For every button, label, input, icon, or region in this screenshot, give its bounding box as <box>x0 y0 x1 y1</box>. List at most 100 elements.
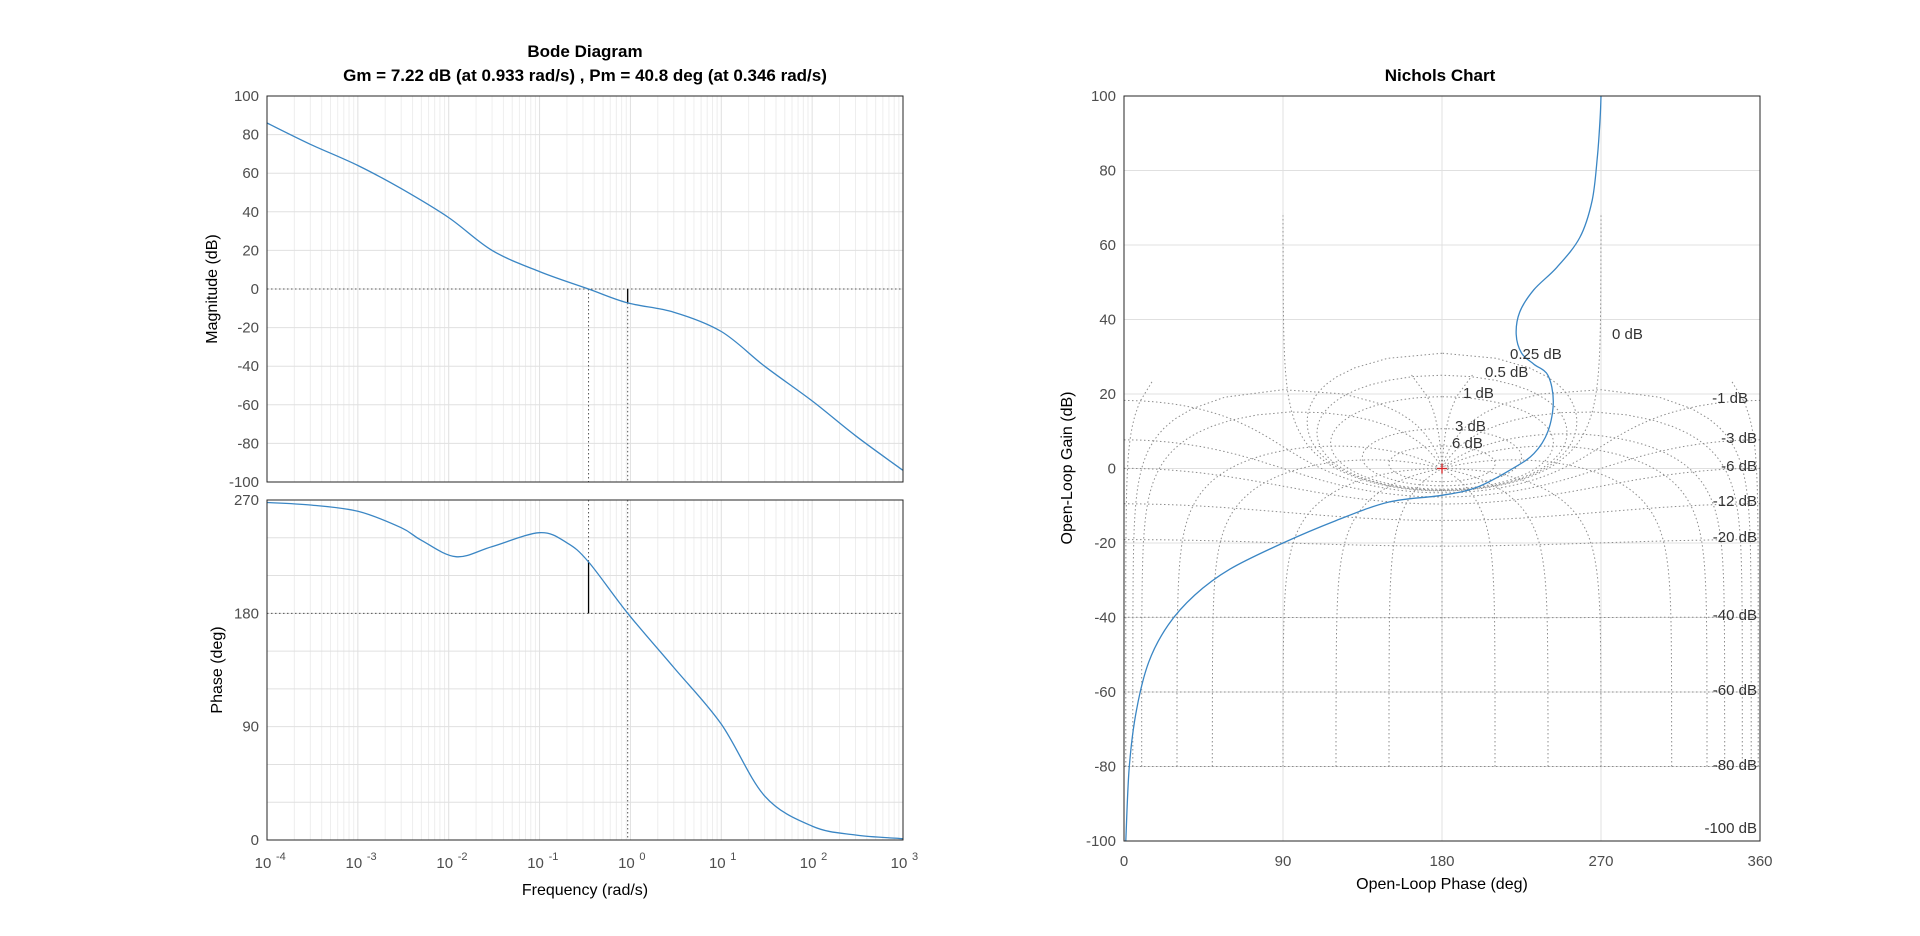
closed-loop-phase-contour <box>1447 468 1602 767</box>
nichols-xlabel: Open-Loop Phase (deg) <box>1356 876 1528 893</box>
nichols-y-tick-label: 80 <box>1099 163 1116 180</box>
bode-title: Bode Diagram <box>527 42 642 61</box>
nichols-y-tick-label: -20 <box>1094 535 1116 552</box>
nichols-x-tick-label: 0 <box>1120 853 1128 870</box>
bode-subtitle: Gm = 7.22 dB (at 0.933 rad/s) , Pm = 40.… <box>343 66 827 85</box>
frequency-tick-label: 10 <box>800 855 817 872</box>
nichols-y-ticks: 100 80 60 40 20 0 -20 -40 -60 -80 -100 <box>1086 88 1116 850</box>
magnitude-margin-markers <box>267 288 903 482</box>
bode-magnitude-axes: 100 80 60 40 20 0 -20 -40 -60 -80 -100 Magnitude (… <box>204 88 904 491</box>
nichols-grid-label: 0.25 dB <box>1510 346 1562 363</box>
magnitude-tick-label: -100 <box>229 474 259 491</box>
magnitude-tick-label: 100 <box>234 88 259 105</box>
frequency-tick-label: 10 <box>436 855 453 872</box>
nichols-y-tick-label: -80 <box>1094 759 1116 776</box>
nichols-grid-label: -40 dB <box>1713 607 1757 624</box>
frequency-tick-exponent: -4 <box>276 851 286 863</box>
magnitude-tick-label: -20 <box>237 320 259 337</box>
critical-point-marker <box>1437 463 1447 474</box>
magnitude-grid <box>266 95 904 483</box>
nichols-grid-label: -20 dB <box>1713 529 1757 546</box>
magnitude-y-ticks: 100 80 60 40 20 0 -20 -40 -60 -80 -100 <box>229 88 259 491</box>
magnitude-tick-label: -80 <box>237 435 259 452</box>
nichols-x-ticks: 0 90 180 270 360 <box>1120 853 1773 870</box>
nichols-y-tick-label: -40 <box>1094 610 1116 627</box>
closed-loop-phase-contour <box>1282 468 1437 767</box>
nichols-y-tick-label: 100 <box>1091 88 1116 105</box>
closed-loop-magnitude-contour <box>1124 616 1760 619</box>
phase-ylabel: Phase (deg) <box>209 626 226 713</box>
magnitude-ylabel: Magnitude (dB) <box>204 234 221 343</box>
nichols-grid-label: -1 dB <box>1712 390 1748 407</box>
magnitude-tick-label: 80 <box>242 127 259 144</box>
nichols-y-tick-label: 0 <box>1108 461 1116 478</box>
nichols-grid-label: 1 dB <box>1463 385 1494 402</box>
phase-tick-label: 180 <box>234 605 259 622</box>
bode-phase-axes: 270 180 90 0 10 -4 10 -3 10 -2 10 -1 10 0 10 1 10 2 10 3 P… <box>209 492 918 899</box>
nichols-grid-label: -6 dB <box>1721 458 1757 475</box>
frequency-tick-exponent: -2 <box>458 851 468 863</box>
magnitude-axes-box <box>266 95 904 483</box>
frequency-tick-exponent: 2 <box>821 851 827 863</box>
nichols-grid-label: 3 dB <box>1455 418 1486 435</box>
frequency-tick-label: 10 <box>346 855 363 872</box>
closed-loop-magnitude-contour <box>1316 374 1568 491</box>
phase-plot-area <box>267 500 903 840</box>
magnitude-tick-label: 20 <box>242 242 259 259</box>
phase-axes-box <box>266 499 904 841</box>
closed-loop-magnitude-contour <box>1124 539 1760 547</box>
phase-tick-label: 270 <box>234 492 259 509</box>
phase-y-ticks: 270 180 90 0 <box>234 492 259 849</box>
nichols-y-tick-label: 40 <box>1099 312 1116 329</box>
phase-margin-markers <box>267 500 903 840</box>
nichols-grid-labels: 0 dB 0.25 dB0.5 dB 1 dB 3 dB6 dB -1 dB -3 dB -… <box>1452 326 1757 837</box>
closed-loop-phase-contour <box>1411 374 1443 467</box>
nichols-grid-label: -80 dB <box>1713 757 1757 774</box>
nichols-grid-label: -60 dB <box>1713 682 1757 699</box>
nichols-y-tick-label: 20 <box>1099 386 1116 403</box>
magnitude-tick-label: 0 <box>251 281 259 298</box>
frequency-tick-exponent: -3 <box>367 851 377 863</box>
phase-tick-label: 90 <box>242 719 259 736</box>
frequency-tick-exponent: -1 <box>549 851 559 863</box>
magnitude-tick-label: -60 <box>237 397 259 414</box>
frequency-x-ticks: 10 -4 10 -3 10 -2 10 -1 10 0 10 1 10 2 10 3 <box>255 851 918 872</box>
nichols-axes: 0 dB 0.25 dB0.5 dB 1 dB 3 dB6 dB -1 dB -3 dB -… <box>1059 88 1773 893</box>
nichols-y-tick-label: 60 <box>1099 237 1116 254</box>
nichols-x-tick-label: 180 <box>1429 853 1454 870</box>
closed-loop-phase-contour <box>1446 468 1549 767</box>
magnitude-curve <box>266 122 904 471</box>
closed-loop-phase-contour <box>1730 380 1759 767</box>
nichols-grid-label: -100 dB <box>1704 820 1757 837</box>
magnitude-tick-label: 60 <box>242 165 259 182</box>
frequency-tick-exponent: 3 <box>912 851 918 863</box>
frequency-tick-exponent: 0 <box>639 851 645 863</box>
nichols-curve <box>1125 95 1602 842</box>
closed-loop-phase-contour <box>1125 380 1154 767</box>
frequency-tick-label: 10 <box>891 855 908 872</box>
nichols-title: Nichols Chart <box>1385 66 1496 85</box>
frequency-tick-label: 10 <box>709 855 726 872</box>
phase-curve <box>266 501 904 840</box>
nichols-grid-label: 0.5 dB <box>1485 364 1528 381</box>
magnitude-tick-label: 40 <box>242 204 259 221</box>
closed-loop-phase-contour <box>1335 468 1438 767</box>
nichols-ylabel: Open-Loop Gain (dB) <box>1059 392 1076 545</box>
frequency-tick-label: 10 <box>618 855 635 872</box>
closed-loop-magnitude-contour <box>1123 399 1761 494</box>
nichols-y-tick-label: -100 <box>1086 833 1116 850</box>
frequency-tick-label: 10 <box>527 855 544 872</box>
nichols-grid-label: -12 dB <box>1713 493 1757 510</box>
nichols-grid-label: 0 dB <box>1612 326 1643 343</box>
closed-loop-magnitude-contour <box>1123 467 1761 505</box>
nichols-axes-box <box>1123 95 1761 842</box>
magnitude-tick-label: -40 <box>237 358 259 375</box>
frequency-xlabel: Frequency (rad/s) <box>522 882 648 899</box>
nichols-grid-label: -3 dB <box>1721 430 1757 447</box>
nichols-x-tick-label: 360 <box>1747 853 1772 870</box>
closed-loop-zero-db-contour <box>1282 215 1602 492</box>
nichols-y-tick-label: -60 <box>1094 684 1116 701</box>
nichols-x-tick-label: 270 <box>1588 853 1613 870</box>
frequency-tick-exponent: 1 <box>730 851 736 863</box>
